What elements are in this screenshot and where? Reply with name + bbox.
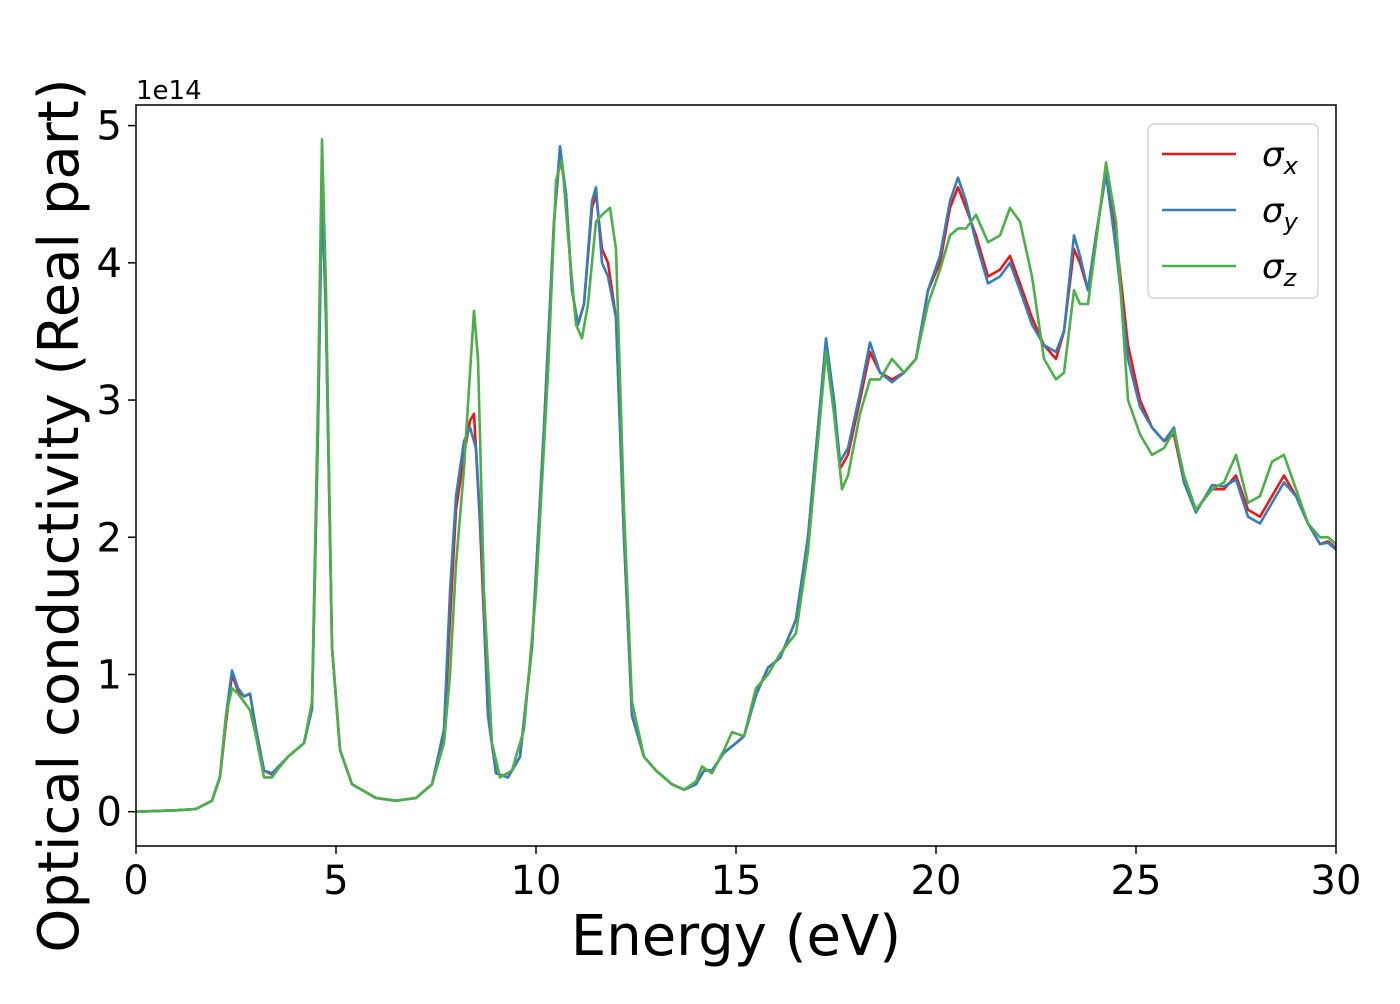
x-tick-label: 30 [1311, 858, 1362, 904]
y-tick-label: 5 [97, 104, 122, 150]
y-axis-offset-label: 1e14 [136, 76, 202, 106]
y-tick-label: 1 [97, 652, 122, 698]
legend-label-y: σy [1262, 191, 1299, 236]
y-axis: 0 1 2 3 4 5 [97, 104, 136, 836]
x-axis: 0 5 10 15 20 25 30 [123, 846, 1361, 904]
y-axis-title: Optical conductivity (Real part) [27, 78, 92, 952]
legend: σx σy σz [1147, 123, 1319, 299]
x-tick-label: 25 [1111, 858, 1162, 904]
x-tick-label: 20 [911, 858, 962, 904]
x-tick-label: 5 [323, 858, 348, 904]
y-tick-label: 3 [97, 378, 122, 424]
x-axis-title: Energy (eV) [571, 904, 901, 969]
y-tick-label: 2 [97, 515, 122, 561]
y-tick-label: 4 [97, 241, 122, 287]
series-line-z [136, 138, 1336, 813]
series-layer [136, 138, 1336, 813]
legend-label-x: σx [1262, 135, 1299, 180]
x-tick-label: 0 [123, 858, 148, 904]
legend-label-z: σz [1262, 247, 1298, 292]
y-tick-label: 0 [97, 790, 122, 836]
x-tick-label: 15 [711, 858, 762, 904]
x-tick-label: 10 [511, 858, 562, 904]
